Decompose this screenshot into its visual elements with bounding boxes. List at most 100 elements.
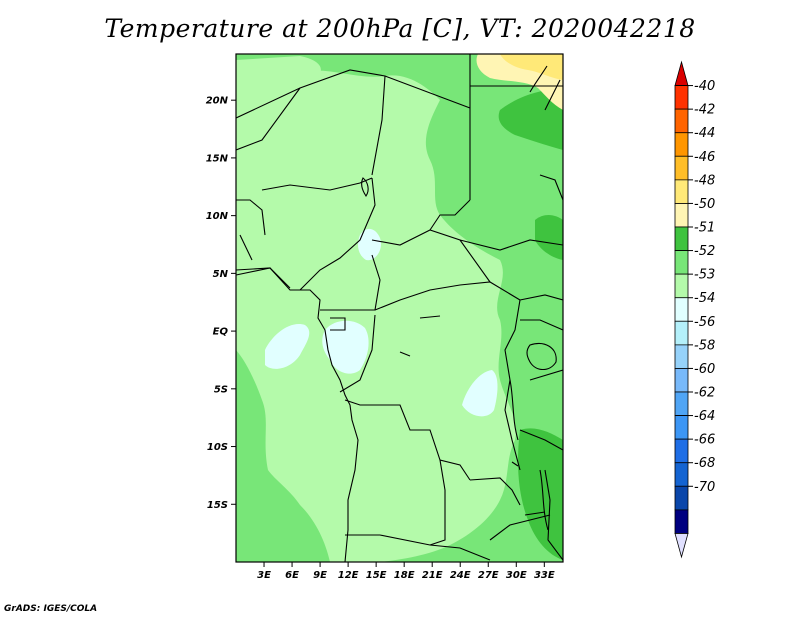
grads-credit: GrADS: IGES/COLA — [4, 604, 98, 614]
coast-rivers — [399, 315, 546, 516]
colorbar-label: -70 — [694, 480, 715, 495]
border-zambia-drc — [469, 477, 521, 506]
colorbar-label: -56 — [694, 315, 715, 330]
lon-tick-label: 6E — [285, 570, 299, 581]
lon-tick-label: 9E — [313, 570, 327, 581]
border-angola-zambia — [429, 459, 446, 546]
lat-tick-label: 15S — [207, 500, 228, 511]
colorbar-swatch — [674, 533, 689, 559]
field-level-56-gabon — [265, 324, 310, 369]
colorbar-label: -44 — [694, 126, 715, 141]
colorbar-swatch — [674, 462, 689, 487]
longitude-ticks: 3E 6E 9E 12E 15E 18E 21E 24E 27E 30E 33E — [257, 562, 555, 581]
coast-lake-malawi — [539, 469, 549, 531]
field-level-56-lakes — [462, 370, 498, 417]
lat-tick-label: 10N — [206, 211, 229, 222]
border-east-africa — [519, 319, 563, 451]
lat-tick-label: 15N — [206, 153, 229, 164]
border-niger-nigeria — [261, 177, 373, 191]
colorbar-swatch — [674, 203, 689, 228]
field-level-52-east — [517, 428, 563, 560]
colorbar-label: -51 — [694, 221, 715, 236]
border-cameroon-congo — [320, 254, 381, 311]
lon-tick-label: 18E — [394, 570, 415, 581]
lon-tick-label: 15E — [366, 570, 387, 581]
field-level-54-north — [236, 56, 321, 100]
lon-tick-label: 3E — [257, 570, 271, 581]
field-level-50-corner — [500, 54, 563, 80]
colorbar-swatch — [674, 108, 689, 134]
border-congo-drc — [339, 314, 376, 393]
colorbar-label: -52 — [694, 244, 715, 259]
border-sudan-southsudan — [459, 239, 563, 251]
colorbar-swatch — [674, 415, 689, 440]
lat-tick-label: 5S — [214, 384, 228, 395]
coast-red-sea — [529, 65, 548, 93]
colorbar: -40 -42 -44 -46 -48 -50 -51 -52 -53 -54 -56 -58 -60 -… — [674, 60, 715, 559]
colorbar-label: -62 — [694, 386, 715, 401]
colorbar-swatch — [674, 273, 689, 299]
border-chad-sudan — [429, 199, 471, 231]
lat-tick-label: 20N — [206, 96, 229, 107]
country-borders — [236, 54, 563, 561]
coastlines — [236, 65, 557, 562]
map-title: Temperature at 200hPa [C], VT: 202004221… — [104, 14, 696, 43]
colorbar-label: -58 — [694, 338, 715, 353]
border-libya-niger — [236, 69, 471, 119]
colorbar-swatch — [674, 297, 689, 322]
lat-tick-label: 10S — [207, 442, 228, 453]
lon-tick-label: 30E — [506, 570, 527, 581]
colorbar-label: -54 — [694, 291, 715, 306]
colorbar-label: -66 — [694, 433, 715, 448]
field-level-52-sudan — [535, 215, 563, 260]
colorbar-label: -64 — [694, 409, 715, 424]
border-drc-angola — [344, 399, 471, 481]
colorbar-label: -60 — [694, 362, 715, 377]
colorbar-label: -68 — [694, 456, 715, 471]
colorbar-swatch — [674, 485, 689, 511]
lon-tick-label: 33E — [534, 570, 555, 581]
lon-tick-label: 24E — [450, 570, 471, 581]
colorbar-label: -46 — [694, 150, 715, 165]
lon-tick-label: 27E — [478, 570, 499, 581]
coast-gulf-of-guinea — [236, 267, 359, 562]
colorbar-label: -53 — [694, 268, 715, 283]
colorbar-label: -50 — [694, 197, 715, 212]
border-zambia-zimbabwe — [489, 514, 551, 541]
lon-tick-label: 21E — [422, 570, 443, 581]
colorbar-swatch — [674, 320, 689, 346]
border-southsudan-drc — [519, 294, 563, 301]
border-ethiopia — [539, 79, 563, 201]
colorbar-swatch — [674, 85, 689, 110]
map-frame — [235, 53, 564, 563]
colorbar-swatch — [674, 155, 689, 181]
lat-tick-label: 5N — [213, 269, 229, 280]
coast-lake-victoria — [526, 343, 557, 371]
border-malawi — [544, 469, 563, 561]
colorbar-swatch — [674, 438, 689, 464]
colorbar-swatch — [674, 132, 689, 157]
coast-lake-chad — [361, 177, 369, 197]
coast-lake-tanganyika — [509, 379, 519, 441]
lat-tick-label: EQ — [213, 327, 229, 338]
colorbar-swatch — [674, 391, 689, 416]
colorbar-swatch — [674, 179, 689, 204]
colorbar-swatch — [674, 250, 689, 275]
colorbar-label: -48 — [694, 173, 715, 188]
border-algeria-niger — [236, 87, 301, 151]
border-chad-niger — [371, 75, 386, 176]
border-car-drc — [374, 281, 521, 311]
temperature-field — [236, 54, 563, 562]
colorbar-swatch — [674, 509, 689, 534]
field-level-56-congo — [322, 320, 369, 374]
colorbar-label: -42 — [694, 103, 715, 118]
latitude-ticks: 20N 15N 10N 5N EQ 5S 10S 15S — [206, 96, 236, 511]
lon-tick-label: 12E — [338, 570, 359, 581]
border-namibia-angola — [345, 534, 491, 561]
field-level-52-northeast — [498, 88, 563, 150]
colorbar-swatch — [674, 60, 689, 86]
colorbar-label: -40 — [694, 79, 715, 94]
colorbar-swatch — [674, 368, 689, 393]
colorbar-swatch — [674, 226, 689, 251]
